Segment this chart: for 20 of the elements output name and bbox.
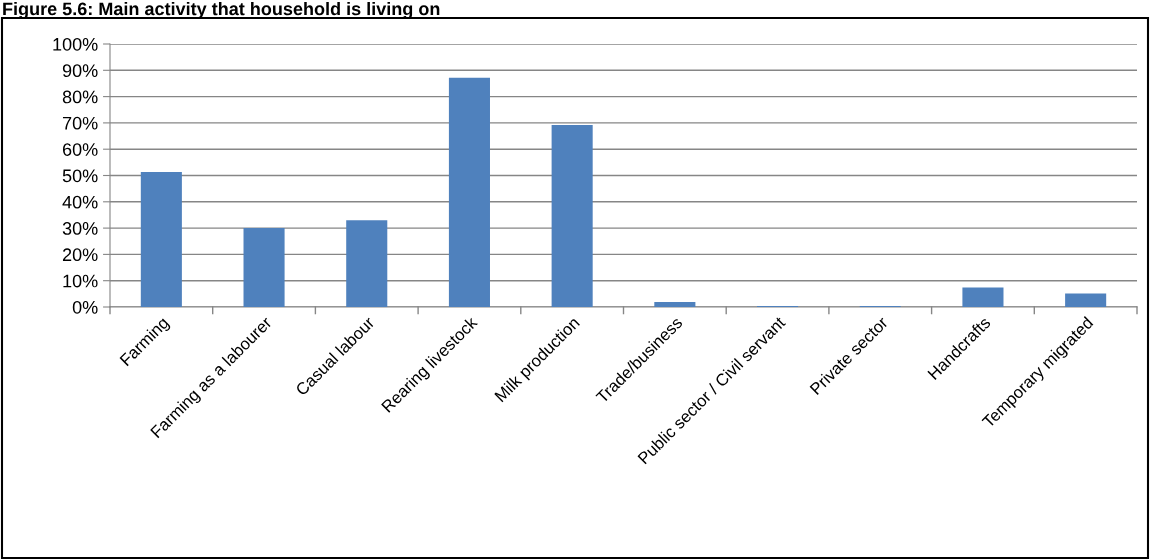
y-tick-label: 20% bbox=[62, 248, 98, 262]
bar bbox=[243, 228, 285, 307]
bar bbox=[962, 287, 1004, 307]
y-tick-label: 60% bbox=[62, 143, 98, 156]
y-tick-label: 40% bbox=[62, 195, 98, 209]
bar bbox=[654, 302, 696, 307]
y-tick-label: 80% bbox=[62, 90, 98, 104]
bar bbox=[551, 125, 593, 307]
bar bbox=[346, 220, 388, 307]
y-tick-label: 30% bbox=[62, 222, 98, 235]
bar bbox=[448, 77, 490, 307]
y-tick-label: 0% bbox=[72, 300, 98, 314]
bar bbox=[1065, 293, 1107, 307]
y-tick-label: 10% bbox=[63, 274, 98, 288]
y-tick-label: 90% bbox=[62, 64, 98, 78]
bar bbox=[140, 172, 182, 307]
y-tick-label: 50% bbox=[62, 169, 98, 183]
y-tick-label: 100% bbox=[53, 37, 98, 51]
y-tick-label: 70% bbox=[62, 116, 98, 130]
chart-title: Figure 5.6: Main activity that household is living on bbox=[3, 2, 440, 19]
